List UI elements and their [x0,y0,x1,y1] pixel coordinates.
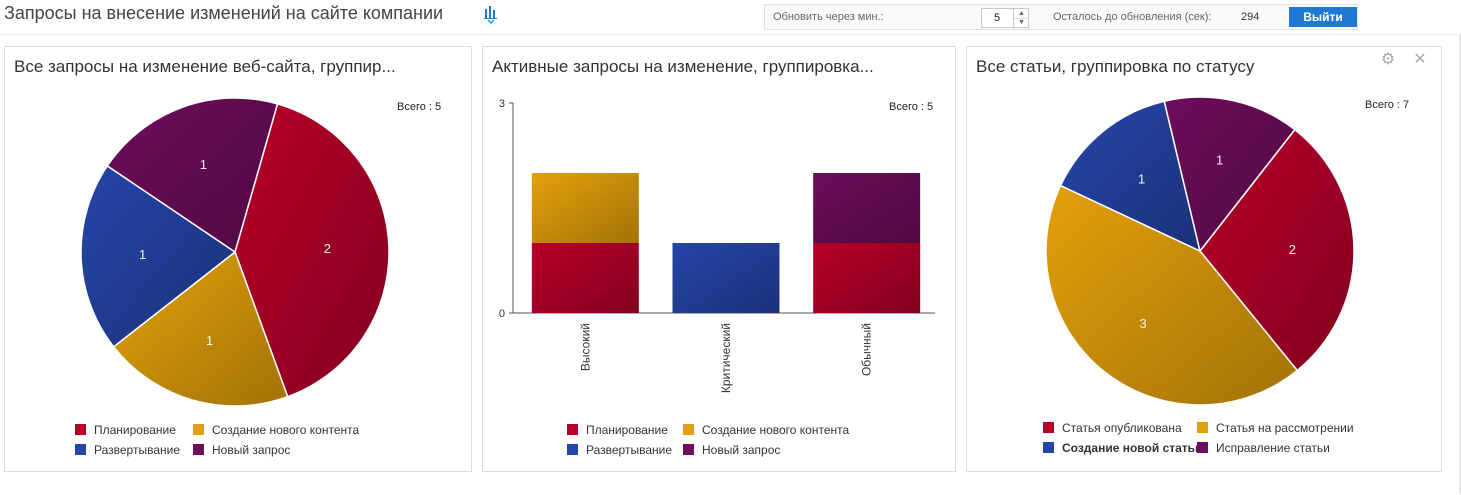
legend-label: Статья на рассмотрении [1216,421,1354,435]
legend-swatch [567,444,578,455]
legend-label: Новый запрос [702,443,781,457]
legend-swatch [1197,422,1208,433]
legend-item[interactable]: Новый запрос [683,443,780,457]
refresh-interval-stepper[interactable]: 5 ▲ ▼ [981,8,1029,28]
remaining-time-value: 294 [1241,11,1260,23]
y-tick-label: 3 [499,98,505,110]
legend-item[interactable]: Создание новой статьи [1043,441,1202,455]
pie-slice-value: 2 [1289,242,1296,257]
pie-slice-value: 1 [1138,171,1145,186]
legend-swatch [567,424,578,435]
legend-label: Создание нового контента [212,423,360,437]
bar-chart-icon[interactable] [484,4,498,24]
pie-slice[interactable] [1045,184,1299,406]
legend-label: Развертывание [94,443,181,457]
legend-swatch [1043,422,1054,433]
y-tick-label: 0 [499,308,505,320]
dashboard-area [0,34,1461,495]
total-count: Всего : 7 [1365,99,1410,111]
bar-segment[interactable] [531,243,639,313]
logout-button[interactable]: Выйти [1289,7,1357,27]
legend-swatch [193,424,204,435]
pie-slice-value: 3 [1139,316,1146,331]
pie-slice[interactable] [1163,96,1296,253]
legend-item[interactable]: Планирование [75,423,176,437]
close-icon[interactable]: ✕ [1413,51,1427,68]
legend-swatch [193,444,204,455]
legend-swatch [1197,442,1208,453]
legend-item[interactable]: Создание нового контента [683,423,849,437]
stepper-up-icon[interactable]: ▲ [1013,9,1029,19]
bar-segment[interactable] [813,243,921,313]
pie-slice[interactable] [80,164,237,348]
gear-icon[interactable]: ⚙ [1380,51,1396,68]
pie-slice[interactable] [106,97,279,254]
top-bar: Запросы на внесение изменений на сайте к… [0,0,1461,34]
stepper-down-icon[interactable]: ▼ [1013,18,1029,27]
legend-swatch [1043,442,1054,453]
legend-label: Новый запрос [212,443,291,457]
legend-item[interactable]: Статья опубликована [1043,421,1182,435]
pie-slice-value: 2 [324,241,331,256]
legend-swatch [75,424,86,435]
remaining-time-label: Осталось до обновления (сек): [1053,11,1212,23]
pie-slice[interactable] [112,250,289,407]
dashboard-panel-all-requests[interactable]: Все запросы на изменение веб-сайта, груп… [4,46,472,472]
x-tick-label: Критический [719,323,733,393]
legend-item[interactable]: Создание нового контента [193,423,359,437]
x-tick-label: Высокий [578,323,592,371]
pie-slice-value: 1 [1216,153,1223,168]
total-count: Всего : 5 [397,101,442,113]
legend-swatch [683,424,694,435]
legend-swatch [75,444,86,455]
dashboard-panel-articles-status[interactable]: Все статьи, группировка по статусу ⚙ ✕ В… [966,46,1442,472]
legend-item[interactable]: Планирование [567,423,668,437]
legend-item[interactable]: Развертывание [567,443,672,457]
legend-label: Развертывание [586,443,673,457]
x-tick-label: Обычный [860,323,874,376]
legend-label: Создание новой статьи [1062,441,1203,455]
pie-slice[interactable] [1199,128,1355,372]
pie-slice[interactable] [1059,100,1202,253]
legend-label: Статья опубликована [1062,421,1182,435]
legend-item[interactable]: Развертывание [75,443,180,457]
pie-slice[interactable] [234,103,390,398]
legend-item[interactable]: Статья на рассмотрении [1197,421,1354,435]
total-count: Всего : 5 [889,101,934,113]
pie-slice-value: 1 [139,247,146,262]
bar-segment[interactable] [531,173,639,243]
refresh-interval-input[interactable]: 5 [993,12,1001,24]
legend-label: Исправление статьи [1216,441,1330,455]
dashboard-panel-active-requests[interactable]: Активные запросы на изменение, группиров… [482,46,956,472]
panel-title: Все статьи, группировка по статусу [976,57,1255,76]
pie-chart-all-requests[interactable]: 2 1 1 1 [5,47,473,417]
pie-slice-value: 1 [200,157,207,172]
legend-item[interactable]: Исправление статьи [1197,441,1330,455]
bar-segment[interactable] [813,173,921,243]
pie-chart-articles-status[interactable]: 2 3 1 1 [967,47,1443,417]
refresh-bar: Обновить через мин.: 5 ▲ ▼ Осталось до о… [764,4,1358,30]
legend-label: Создание нового контента [702,423,850,437]
panel-title: Все запросы на изменение веб-сайта, груп… [14,57,396,76]
bar-segment[interactable] [672,243,780,313]
legend-label: Планирование [586,423,668,437]
refresh-interval-label: Обновить через мин.: [773,11,884,23]
legend-swatch [683,444,694,455]
legend-label: Планирование [94,423,176,437]
panel-title: Активные запросы на изменение, группиров… [492,57,874,76]
scrollbar[interactable] [1459,34,1461,494]
page-title: Запросы на внесение изменений на сайте к… [4,3,444,23]
bar-chart-active-requests[interactable]: 0 3 Высокий Критический Обычный [483,47,957,417]
legend-item[interactable]: Новый запрос [193,443,290,457]
pie-slice-value: 1 [206,333,213,348]
